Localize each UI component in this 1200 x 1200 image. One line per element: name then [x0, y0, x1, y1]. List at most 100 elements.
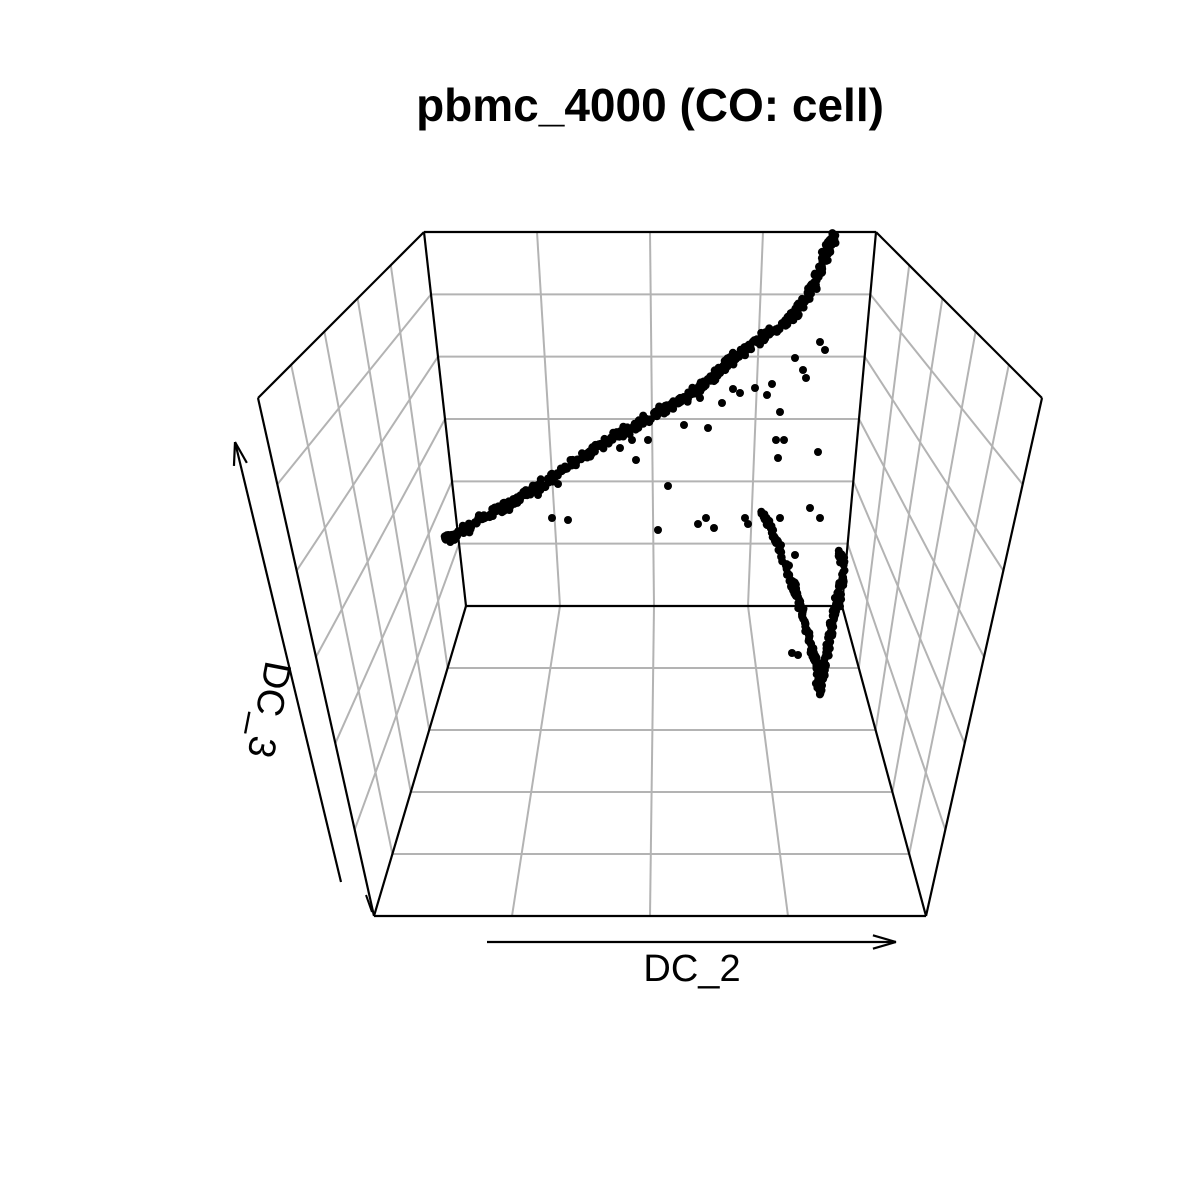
branch-1-point	[595, 440, 604, 449]
branch-3-point	[833, 588, 842, 597]
floor-gridline	[747, 605, 789, 917]
box-edge	[840, 605, 928, 917]
branch-3-point	[815, 690, 824, 699]
branch-1-point	[734, 351, 743, 359]
branch-1-point	[561, 465, 570, 474]
outlier-point	[794, 651, 802, 659]
box-edge	[840, 231, 878, 607]
outlier-point	[616, 444, 624, 452]
box-edge	[257, 231, 425, 399]
x-axis-arrow-head	[872, 940, 897, 950]
floor-gridline	[649, 605, 655, 917]
x-axis-arrow-head	[872, 934, 897, 944]
branch-1-point	[783, 312, 792, 321]
branch-2-point	[805, 628, 814, 637]
outlier-point	[534, 491, 542, 499]
right-wall-gridline	[863, 356, 1005, 572]
branch-3-point	[831, 610, 840, 619]
outlier-point	[791, 551, 799, 559]
branch-1-point	[774, 325, 783, 334]
grid-lines	[276, 231, 1024, 917]
outlier-point	[774, 454, 782, 462]
branch-3-point	[821, 661, 830, 670]
outlier-point	[644, 436, 652, 444]
outlier-point	[564, 516, 572, 524]
outlier-point	[772, 436, 780, 444]
left-wall-gridline	[276, 293, 432, 485]
branch-1-point	[553, 471, 562, 480]
branch-2-point	[807, 639, 816, 648]
outlier-point	[816, 514, 824, 522]
left-wall-gridline	[295, 356, 439, 572]
branch-1-point	[796, 301, 805, 310]
branch-1-point	[532, 484, 540, 493]
axis-arrows	[232, 441, 897, 950]
outlier-point	[814, 448, 822, 456]
left-wall-gridline	[334, 480, 453, 744]
branch-2-point	[801, 619, 809, 627]
branch-1-point	[749, 337, 758, 346]
branch-1-point	[465, 528, 474, 537]
outlier-point	[628, 436, 636, 444]
branch-1-point	[630, 419, 639, 428]
branch-1-point	[726, 356, 735, 365]
outlier-point	[654, 526, 662, 534]
branch-1-point	[720, 356, 729, 365]
branch-3-point	[820, 670, 828, 679]
branch-1-point	[515, 496, 524, 505]
outlier-point	[806, 504, 814, 512]
branch-1-point	[777, 319, 786, 328]
outlier-point	[768, 380, 776, 388]
box-edge	[924, 397, 1044, 917]
branch-1-point	[568, 455, 577, 464]
branch-1-point	[799, 295, 808, 304]
branch-2-point	[776, 546, 784, 555]
branch-2-point	[760, 510, 769, 519]
outlier-point	[763, 391, 771, 399]
branch-1-point	[721, 366, 730, 375]
z-axis-arrow	[233, 441, 343, 883]
outlier-point	[704, 424, 712, 432]
branch-1-point	[696, 387, 705, 396]
branch-3-point	[840, 566, 849, 575]
outlier-point	[696, 394, 704, 402]
outlier-point	[821, 346, 829, 354]
branch-1-point	[539, 483, 547, 492]
branch-2-point	[782, 564, 791, 573]
outlier-point	[702, 514, 710, 522]
branch-2-point	[783, 570, 791, 579]
outlier-point	[680, 421, 688, 429]
left-wall-gridline	[353, 543, 460, 831]
branch-1-point	[743, 342, 752, 350]
floor-gridline	[511, 605, 561, 917]
branch-3-point	[827, 620, 836, 629]
branch-2-point	[790, 580, 799, 589]
branch-1-point	[617, 428, 626, 437]
branch-3-point	[828, 631, 837, 640]
branch-1-point	[669, 404, 678, 413]
branch-3-point	[824, 641, 833, 650]
outlier-point	[664, 482, 672, 490]
branch-1-point	[640, 416, 649, 425]
branch-2-point	[773, 536, 782, 545]
branch-2-point	[769, 526, 778, 535]
branch-1-point	[498, 508, 506, 517]
outlier-point	[632, 456, 640, 464]
branch-1-point	[823, 256, 832, 265]
outlier-point	[548, 514, 556, 522]
outlier-point	[802, 374, 810, 382]
branch-1-point	[446, 538, 455, 546]
left-wall-gridline	[315, 418, 446, 658]
y-axis-tick-mark	[365, 894, 373, 913]
branch-1-point	[709, 370, 718, 379]
branch-1-point	[675, 399, 683, 408]
outlier-point	[736, 389, 744, 397]
branch-1-point	[654, 404, 663, 413]
branch-2-point	[795, 595, 804, 604]
outlier-point	[710, 524, 718, 532]
chart-title: pbmc_4000 (CO: cell)	[416, 79, 884, 131]
branch-3-point	[834, 546, 843, 555]
branch-1-point	[472, 519, 481, 528]
right-wall-gridline	[869, 293, 1024, 485]
